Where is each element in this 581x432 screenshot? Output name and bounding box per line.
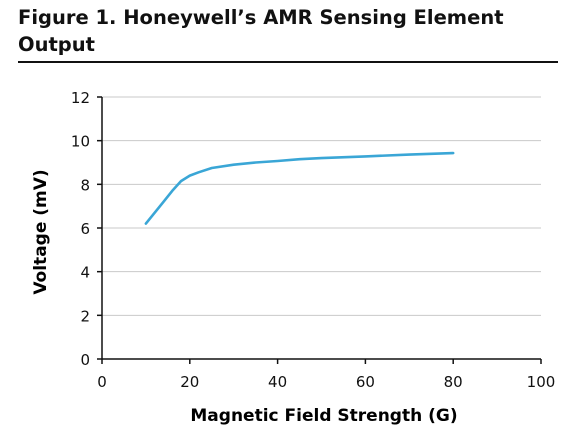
series-layer	[144, 151, 455, 225]
y-tick-label: 6	[80, 220, 90, 238]
x-axis-label: Magnetic Field Strength (G)	[190, 406, 457, 426]
axes	[97, 96, 542, 364]
x-tick-label: 20	[180, 373, 199, 391]
y-tick-label: 12	[71, 89, 90, 107]
title-rule	[18, 61, 558, 63]
y-tick-label: 10	[71, 133, 90, 151]
figure-title: Figure 1. Honeywell’s AMR Sensing Elemen…	[18, 6, 504, 56]
y-tick-label: 0	[80, 351, 90, 369]
x-tick-label: 40	[268, 373, 287, 391]
y-axis-label: Voltage (mV)	[31, 169, 51, 294]
tick-labels: 0 2 4 6 8 10 12 0 20 40 60 80 100	[71, 89, 555, 391]
x-tick-label: 60	[356, 373, 375, 391]
y-tick-label: 4	[80, 264, 90, 282]
voltage-series-line	[144, 151, 455, 225]
x-tick-label: 80	[444, 373, 463, 391]
x-tick-label: 100	[527, 373, 556, 391]
y-tick-label: 2	[80, 307, 90, 325]
x-tick-label: 0	[97, 373, 107, 391]
y-tick-label: 8	[80, 176, 90, 194]
grid-lines	[102, 96, 541, 316]
